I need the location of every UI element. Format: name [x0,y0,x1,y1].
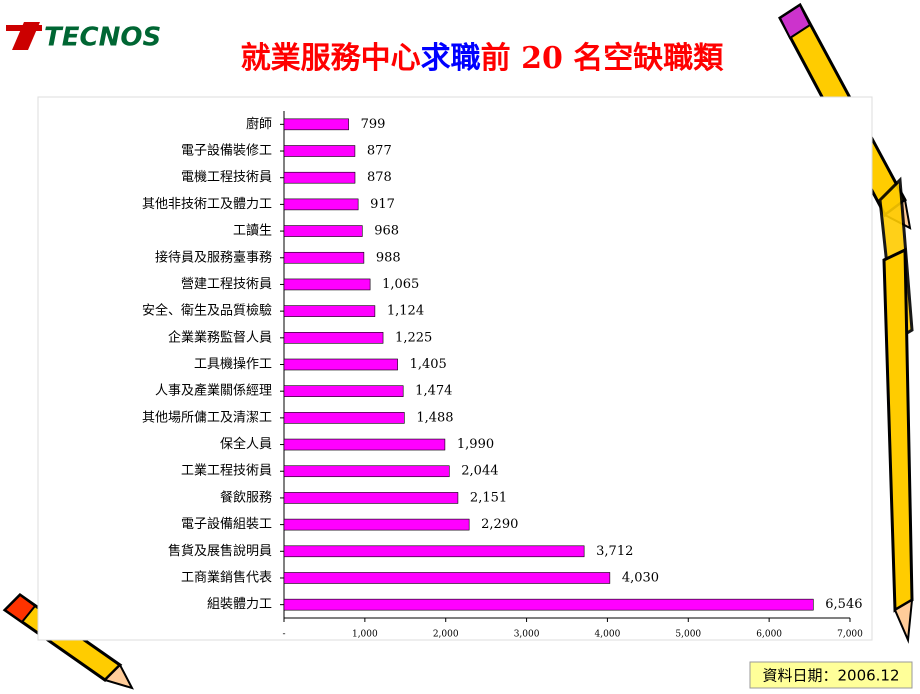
data-label: 1,065 [382,277,419,292]
bar [283,438,446,451]
y-tick-label: 接待員及服務臺事務 [155,249,272,265]
y-tick-label: 企業業務監督人員 [168,329,272,345]
x-tick-label: 4,000 [595,630,621,640]
data-label: 2,151 [470,490,507,505]
bar [283,385,404,397]
y-tick-label: 保全人員 [220,436,272,452]
y-tick-label: 組裝體力工 [207,597,272,612]
y-tick-label: 人事及產業關係經理 [155,383,272,399]
y-tick-label: 工讀生 [233,224,272,239]
bar [283,332,384,344]
bar [283,598,814,611]
footer: 資料日期：2006.12 [762,667,899,685]
bar [283,305,376,317]
bar [283,572,611,584]
chart-title: 就業服務中心求職前 20 名空缺職類 [241,41,725,76]
bar [283,118,349,131]
y-tick-label: 安全、衛生及品質檢驗 [142,303,272,319]
data-label: 1,124 [387,304,424,319]
y-tick-label: 工業工程技術員 [181,463,272,479]
data-label: 4,030 [622,570,659,585]
y-tick-label: 餐飲服務 [220,489,272,505]
data-label: 3,712 [596,544,633,559]
data-label: 988 [376,250,401,265]
y-tick-label: 電子設備裝修工 [181,143,272,159]
logo: TECNOS [44,23,161,53]
x-tick-label: 5,000 [675,630,701,640]
x-tick-label: 2,000 [433,630,459,640]
y-tick-label: 其他場所傭工及清潔工 [142,409,272,425]
data-label: 878 [367,170,392,185]
chart-frame [37,96,873,641]
x-tick-label: 7,000 [837,630,863,640]
bar [283,198,359,211]
data-label: 1,225 [395,330,432,345]
title-part: 求職 [421,41,481,76]
data-label: 1,474 [415,384,452,399]
data-label: 917 [370,197,395,212]
data-label: 2,044 [461,464,498,479]
y-tick-label: 營建工程技術員 [181,277,272,292]
title-part: 前 20 名空缺職類 [481,41,725,76]
y-tick-label: 電機工程技術員 [181,170,272,185]
data-label: 1,405 [410,357,447,372]
bar [283,145,356,157]
y-tick-label: 工商業銷售代表 [181,569,272,585]
footer-box [749,661,913,689]
y-tick-label: 廚師 [246,116,272,132]
title-part: 就業服務中心 [241,41,421,76]
data-label: 1,488 [416,410,453,425]
bar [283,171,356,184]
data-label: 2,290 [481,517,518,532]
bar [283,225,363,237]
data-label: 1,990 [457,437,494,452]
data-label: 877 [367,144,392,159]
data-label: 968 [374,224,399,239]
x-tick-label: 3,000 [514,630,540,640]
data-label: 6,546 [825,597,862,612]
x-tick-label: 6,000 [756,630,782,640]
y-tick-label: 售貨及展售說明員 [168,543,272,559]
bar [283,518,470,531]
bar [283,278,371,291]
bar [283,465,450,478]
y-tick-label: 工具機操作工 [194,356,272,372]
x-tick-label: 1,000 [352,630,378,640]
x-tick-label: - [282,630,285,640]
y-tick-label: 電子設備組裝工 [181,516,272,532]
bar [283,358,398,371]
logo-mark [6,22,42,50]
y-tick-label: 其他非技術工及體力工 [142,197,272,212]
bar [283,251,365,264]
bar [283,492,459,504]
data-label: 799 [361,117,386,132]
bar [283,412,405,424]
bar [283,545,585,558]
